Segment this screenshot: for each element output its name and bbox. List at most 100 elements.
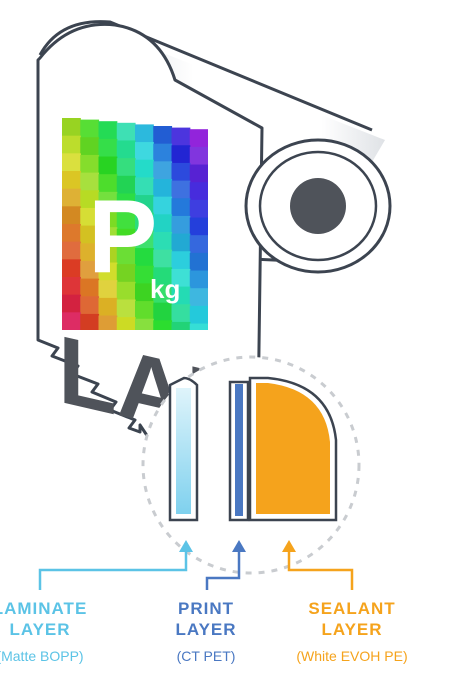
logo-tile — [116, 193, 136, 212]
logo-tile — [116, 317, 136, 330]
logo-tile — [62, 224, 81, 243]
logo-tile — [80, 243, 100, 262]
laminate-arrow-icon — [179, 540, 193, 552]
logo-tile — [116, 122, 136, 142]
logo-tile — [98, 280, 118, 299]
logo-tile — [98, 297, 118, 317]
logo-tile — [98, 156, 118, 175]
logo-tile — [171, 127, 191, 146]
logo-tile — [62, 153, 81, 172]
print-arrow-icon — [232, 540, 246, 552]
logo-tile — [153, 267, 173, 286]
logo-tile — [171, 215, 191, 235]
logo-tile — [189, 252, 208, 272]
logo-color-grid — [62, 118, 208, 330]
logo-tile — [189, 288, 208, 307]
logo-tile — [62, 259, 81, 278]
logo-tile — [153, 179, 173, 198]
logo-tile — [135, 195, 154, 214]
logo-tile — [135, 318, 154, 330]
logo-tile — [153, 214, 173, 233]
logo-tile — [98, 244, 118, 264]
logo-tile — [80, 260, 100, 280]
laminate-label: LAMINATE LAYER (Matte BOPP) — [0, 599, 87, 664]
roll-core — [290, 178, 346, 234]
logo-tile — [116, 140, 136, 159]
logo-tile — [116, 264, 136, 283]
logo-tile — [62, 277, 81, 296]
logo-tile — [153, 126, 173, 145]
logo-tile — [189, 164, 208, 183]
logo-tile — [80, 137, 100, 156]
sealant-label: SEALANT LAYER (White EVOH PE) — [296, 599, 407, 664]
sealant-title-line2: LAYER — [321, 620, 382, 639]
sealant-arrow-icon — [282, 540, 296, 552]
print-label: PRINT LAYER (CT PET) — [175, 599, 236, 664]
logo-tile — [116, 246, 136, 265]
logo-tile — [135, 159, 154, 178]
logo-tile — [135, 212, 154, 231]
logo-tile — [135, 142, 154, 161]
logo-tile — [98, 315, 118, 330]
logo-tile — [80, 119, 100, 138]
logo-tile — [171, 321, 191, 330]
logo-tile — [62, 171, 81, 190]
logo-tile — [62, 135, 81, 154]
laminate-title-line2: LAYER — [9, 620, 70, 639]
logo-tile — [135, 265, 154, 284]
logo-tile — [153, 232, 173, 251]
laminate-material: (Matte BOPP) — [0, 648, 84, 664]
print-material: (CT PET) — [177, 648, 236, 664]
logo-tile — [189, 323, 208, 330]
logo-tile — [116, 211, 136, 230]
logo-tile — [171, 198, 191, 217]
roll-top-edge — [38, 20, 373, 132]
logo-tile — [189, 146, 208, 166]
logo-tile — [153, 196, 173, 215]
logo-tile — [116, 175, 136, 195]
logo-tile — [189, 270, 208, 289]
logo-tile — [153, 249, 173, 268]
logo-tile — [80, 278, 100, 297]
logo-tile — [189, 129, 208, 148]
logo-tile — [116, 228, 136, 248]
logo-tile — [80, 172, 100, 191]
laminate-layer-fill — [176, 388, 191, 514]
logo-tile — [153, 320, 173, 330]
logo-tile — [153, 302, 173, 321]
logo-tile — [98, 227, 118, 246]
logo-tile — [171, 286, 191, 305]
logo-tile — [80, 154, 100, 174]
logo-tile — [171, 180, 191, 199]
logo-tile — [135, 283, 154, 302]
logo-tile — [153, 143, 173, 162]
logo-tile — [153, 285, 173, 304]
logo-tile — [98, 138, 118, 158]
logo-tile — [171, 251, 191, 270]
logo-tile — [171, 233, 191, 252]
logo-tile — [171, 304, 191, 323]
logo-tile — [135, 177, 154, 196]
logo-tile — [62, 294, 81, 313]
logo-tile — [153, 161, 173, 180]
laminate-connector — [38, 548, 188, 590]
logo-tile — [189, 199, 208, 219]
sealant-title-line1: SEALANT — [308, 599, 395, 618]
logo-tile — [80, 313, 100, 330]
print-title-line1: PRINT — [178, 599, 234, 618]
logo-tile — [80, 207, 100, 227]
logo-tile — [189, 217, 208, 236]
laminate-title-line1: LAMINATE — [0, 599, 87, 618]
logo-tile — [189, 305, 208, 325]
print-layer-fill — [235, 384, 243, 516]
logo-tile — [116, 281, 136, 301]
logo-tile — [98, 191, 118, 211]
logo-tile — [98, 262, 118, 281]
print-connector — [205, 548, 241, 590]
logo-mark: P — [88, 179, 157, 295]
logo-tile — [135, 230, 154, 249]
logo-tile — [116, 158, 136, 177]
logo-tile — [189, 235, 208, 254]
sealant-connector — [287, 548, 354, 590]
logo-tile — [98, 209, 118, 228]
